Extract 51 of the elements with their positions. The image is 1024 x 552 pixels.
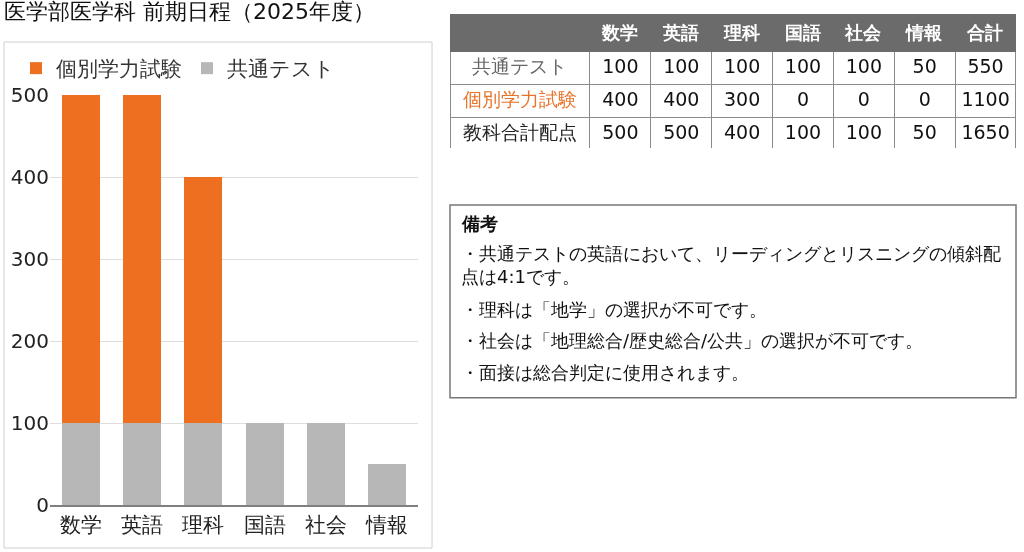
text: 個別学力試験: [462, 88, 577, 111]
chart-title: 医学部医学科 前期日程（2025年度）: [4, 0, 375, 25]
legend-label: 共通テスト: [227, 57, 335, 82]
data-label: 50: [912, 121, 937, 144]
data-label: 550: [967, 55, 1004, 78]
data-label: 0: [918, 88, 931, 111]
text: 備考: [461, 213, 498, 234]
data-label: 50: [912, 55, 937, 78]
data-label: 100: [724, 55, 761, 78]
x-tick-label: 社会: [305, 512, 347, 537]
category-label: 理科: [722, 22, 760, 43]
x-tick-label: 情報: [365, 512, 409, 537]
data-label: 1650: [961, 121, 1010, 144]
data-label: 100: [784, 55, 822, 78]
y-tick-label: 200: [10, 329, 49, 353]
data-label: 100: [663, 55, 700, 78]
x-tick-label: 国語: [243, 512, 286, 537]
text: 教科合計配点: [462, 121, 577, 144]
data-label: 400: [724, 121, 761, 144]
y-tick-label: 0: [36, 493, 49, 517]
data-label: 500: [663, 121, 700, 144]
data-label: 400: [602, 88, 639, 111]
x-tick-label: 数学: [59, 512, 102, 537]
text: ・共通テストの英語において、リーディングとリスニングの傾斜配点は4:1です。: [461, 243, 1001, 288]
x-tick-label: 英語: [121, 512, 163, 537]
category-label: 英語: [661, 22, 699, 43]
data-label: 100: [845, 55, 882, 78]
data-label: 500: [602, 121, 639, 144]
text: ・理科は「地学」の選択が不可です。: [461, 299, 767, 320]
data-label: 100: [845, 121, 882, 144]
x-tick-label: 理科: [182, 512, 225, 537]
y-tick-label: 300: [10, 247, 49, 271]
category-label: 情報: [904, 22, 943, 43]
y-tick-label: 100: [10, 411, 49, 435]
data-label: 100: [602, 55, 639, 78]
text: ・面接は総合判定に使用されます。: [461, 362, 749, 383]
category-label: 国語: [784, 22, 821, 43]
category-label: 数学: [600, 22, 638, 43]
data-label: 300: [724, 88, 761, 111]
category-label: 社会: [843, 22, 882, 43]
category-label: 合計: [966, 22, 1004, 43]
y-tick-label: 400: [10, 165, 49, 189]
data-label: 0: [796, 88, 810, 111]
data-label: 1100: [961, 88, 1010, 111]
y-tick-label: 500: [10, 83, 49, 107]
text: 共通テスト: [472, 55, 568, 78]
text: ・社会は「地理総合/歴史総合/公共」の選択が不可です。: [461, 330, 924, 351]
legend-label: 個別学力試験: [56, 57, 182, 82]
data-label: 100: [784, 121, 822, 144]
data-label: 0: [857, 88, 870, 111]
data-label: 400: [663, 88, 700, 111]
